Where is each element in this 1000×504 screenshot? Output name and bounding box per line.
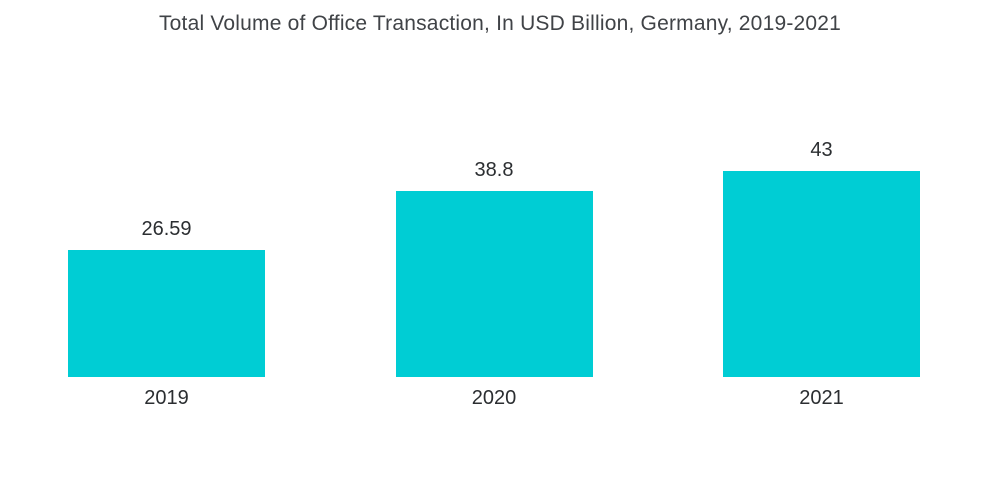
bar-column-2021: 43 2021 — [723, 138, 920, 410]
x-axis-label: 2021 — [799, 387, 844, 409]
bar-column-2020: 38.8 2020 — [395, 158, 593, 410]
bar-value-label: 26.59 — [141, 218, 192, 240]
bar-value-label: 38.8 — [474, 159, 514, 181]
chart-title: Total Volume of Office Transaction, In U… — [158, 12, 842, 35]
bar-2020 — [395, 191, 593, 377]
x-axis-label: 2019 — [144, 387, 189, 409]
x-axis-label: 2020 — [471, 387, 517, 409]
bar-column-2019: 26.59 2019 — [68, 217, 265, 410]
bar-value-label: 43 — [810, 139, 833, 161]
bar-chart-plot-area: 26.59 2019 38.8 2020 43 2021 — [68, 138, 920, 410]
bar-2021 — [723, 171, 920, 377]
bar-2019 — [68, 250, 265, 377]
